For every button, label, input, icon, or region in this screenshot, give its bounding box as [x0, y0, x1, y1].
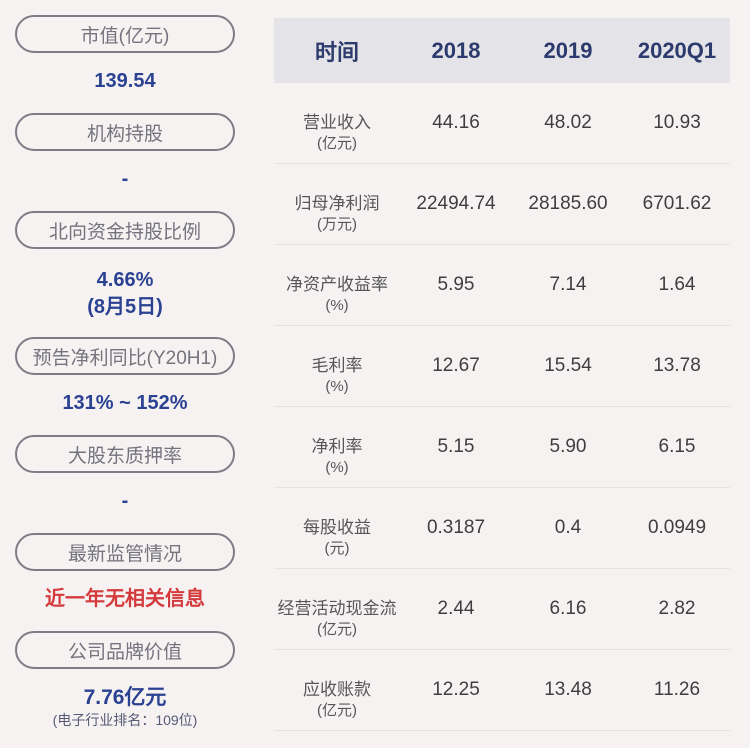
row-label: 营业收入 (亿元)	[303, 113, 371, 152]
cell-value: 5.15	[437, 436, 475, 457]
cell-value: 0.0949	[647, 517, 707, 538]
row-label: 净利率 (%)	[311, 437, 363, 476]
cell-value: 0.4	[554, 517, 582, 538]
table-header-2020q1: 2020Q1	[637, 37, 717, 63]
sidebar-item-brand-value: 公司品牌价值	[15, 631, 235, 669]
row-label: 毛利率 (%)	[311, 356, 363, 395]
cell-value: 28185.60	[528, 193, 608, 214]
pill-label: 大股东质押率	[67, 445, 182, 467]
table-row-revenue: 营业收入 (亿元) 44.16 48.02 10.93	[274, 83, 730, 164]
row-label: 应收账款 (亿元)	[303, 680, 371, 719]
pill-label: 最新监管情况	[67, 543, 182, 565]
cell-value: 0.3187	[426, 517, 486, 538]
northbound-ratio-value: 4.66% (8月5日)	[15, 267, 235, 321]
row-label: 归母净利润 (万元)	[294, 194, 380, 233]
cell-value: 48.02	[544, 112, 592, 133]
table-row-accounts-receivable: 应收账款 (亿元) 12.25 13.48 11.26	[274, 650, 730, 731]
pill-label: 市值(亿元)	[80, 25, 170, 47]
table-row-roe: 净资产收益率 (%) 5.95 7.14 1.64	[274, 245, 730, 326]
table-header-2019: 2019	[543, 37, 593, 63]
cell-value: 2.44	[437, 598, 475, 619]
table-row-net-profit: 归母净利润 (万元) 22494.74 28185.60 6701.62	[274, 164, 730, 245]
table-row-net-margin: 净利率 (%) 5.15 5.90 6.15	[274, 407, 730, 488]
row-label: 经营活动现金流 (亿元)	[277, 599, 397, 638]
cell-value: 1.64	[658, 274, 696, 295]
table-header-time: 时间	[314, 39, 359, 65]
brand-value-rank: (电子行业排名：109位)	[52, 712, 198, 728]
cell-value: 15.54	[544, 355, 592, 376]
table-row-gross-margin: 毛利率 (%) 12.67 15.54 13.78	[274, 326, 730, 407]
cell-value: 12.67	[432, 355, 480, 376]
sidebar-item-regulatory-status: 最新监管情况	[15, 533, 235, 571]
cell-value: 6.16	[549, 598, 587, 619]
regulatory-status-value: 近一年无相关信息	[45, 588, 205, 610]
cell-value: 13.48	[544, 679, 592, 700]
cell-value: 44.16	[432, 112, 480, 133]
cell-value: 2.82	[658, 598, 696, 619]
pill-label: 公司品牌价值	[67, 641, 182, 663]
cell-value: 12.25	[432, 679, 480, 700]
sidebar-item-institutional-holding: 机构持股	[15, 113, 235, 151]
row-label: 每股收益 (元)	[303, 518, 371, 557]
table-row-operating-cashflow: 经营活动现金流 (亿元) 2.44 6.16 2.82	[274, 569, 730, 650]
market-cap-value: 139.54	[94, 70, 156, 92]
cell-value: 6701.62	[642, 193, 712, 214]
cell-value: 6.15	[658, 436, 696, 457]
northbound-ratio-date: (8月5日)	[87, 296, 163, 318]
metric-sidebar: 市值(亿元) 139.54 机构持股 - 北向资金持股比例 4.66% (8月5…	[15, 15, 235, 729]
cell-value: 10.93	[653, 112, 701, 133]
cell-value: 7.14	[549, 274, 587, 295]
pledge-ratio-value: -	[121, 490, 129, 512]
table-header-2018: 2018	[431, 37, 481, 63]
cell-value: 22494.74	[416, 193, 496, 214]
forecast-profit-value: 131% ~ 152%	[62, 392, 188, 414]
brand-value: 7.76亿元 (电子行业排名：109位)	[15, 687, 235, 729]
table-row-eps: 每股收益 (元) 0.3187 0.4 0.0949	[274, 488, 730, 569]
row-label: 净资产收益率 (%)	[286, 275, 388, 314]
cell-value: 5.90	[549, 436, 587, 457]
cell-value: 13.78	[653, 355, 701, 376]
sidebar-item-market-cap: 市值(亿元)	[15, 15, 235, 53]
cell-value: 5.95	[437, 274, 475, 295]
brand-value-amount: 7.76亿元	[83, 686, 167, 709]
pill-label: 预告净利同比(Y20H1)	[32, 347, 218, 369]
sidebar-item-forecast-profit: 预告净利同比(Y20H1)	[15, 337, 235, 375]
table-header-row: 时间 2018 2019 2020Q1	[274, 18, 730, 83]
institutional-holding-value: -	[121, 168, 129, 190]
financial-table: 时间 2018 2019 2020Q1 营业收入 (亿元) 44.16 48.0…	[274, 18, 730, 731]
sidebar-item-northbound-ratio: 北向资金持股比例	[15, 211, 235, 249]
sidebar-item-pledge-ratio: 大股东质押率	[15, 435, 235, 473]
cell-value: 11.26	[653, 679, 701, 700]
pill-label: 机构持股	[86, 123, 163, 145]
northbound-ratio-percent: 4.66%	[96, 269, 154, 291]
pill-label: 北向资金持股比例	[48, 221, 201, 243]
